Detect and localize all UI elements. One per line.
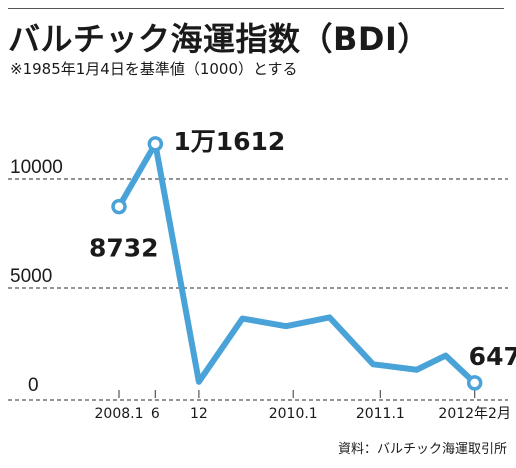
y-tick-label: 5000 (10, 266, 52, 287)
y-tick-label: 0 (28, 375, 39, 396)
x-tick-label: 12 (190, 406, 208, 422)
data-label: 1万1612 (173, 127, 285, 156)
data-point-marker (466, 375, 483, 391)
page-title: バルチック海運指数（BDI） (8, 20, 430, 58)
bdi-series-line (116, 140, 478, 386)
top-rule (8, 8, 504, 9)
data-point-marker (111, 198, 127, 215)
x-tick-label: 6 (151, 406, 160, 422)
x-tick-label: 2008.1 (95, 406, 144, 422)
x-tick-label: 2011.1 (356, 406, 405, 422)
x-tick-label: 2010.1 (269, 406, 318, 422)
data-point-marker (147, 136, 164, 152)
data-label: 647 (469, 342, 516, 371)
chart-subtitle: ※1985年1月4日を基準値（1000）とする (10, 60, 298, 78)
data-label: 8732 (89, 234, 159, 263)
y-tick-label: 10000 (10, 157, 63, 178)
source-note: 資料：バルチック海運取引所 (338, 442, 508, 457)
x-tick-label: 2012年2月 (438, 406, 511, 422)
